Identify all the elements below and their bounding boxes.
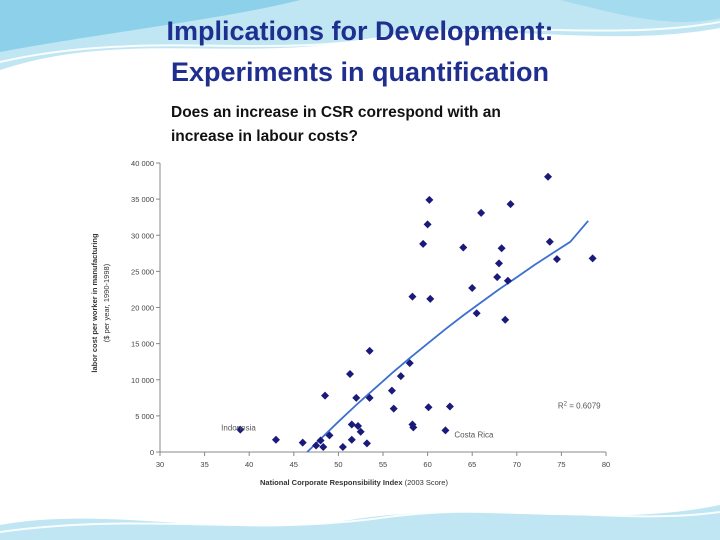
chart-annotations: Indonesia Costa Rica R2 = 0.6079 — [221, 402, 601, 440]
x-axis-title: National Corporate Responsibility Index … — [260, 478, 448, 487]
data-point — [552, 255, 561, 264]
data-point — [319, 442, 328, 451]
x-tick-label: 40 — [245, 460, 253, 469]
x-tick-label: 75 — [557, 460, 565, 469]
data-point — [425, 195, 434, 204]
data-point — [423, 220, 432, 229]
y-axis-title-line-2: ($ per year, 1990-1998) — [102, 263, 111, 342]
r-squared-label: R2 = 0.6079 — [558, 402, 601, 411]
x-tick-label: 30 — [156, 460, 164, 469]
y-tick-label: 30 000 — [131, 231, 154, 240]
data-point — [468, 283, 477, 292]
x-tick-label: 65 — [468, 460, 476, 469]
x-axis-title-rest: (2003 Score) — [403, 478, 449, 487]
r-squared-main: R — [558, 402, 564, 411]
data-point — [544, 172, 553, 181]
y-axis-ticks: 0 5 000 10 000 15 000 20 000 25 000 30 000 35 0… — [131, 159, 160, 457]
data-point — [362, 439, 371, 448]
header-wave-line — [0, 21, 720, 63]
data-point — [352, 393, 361, 402]
data-point — [325, 431, 334, 440]
point-annotation-label: Indonesia — [221, 423, 256, 432]
data-point — [472, 309, 481, 318]
data-point — [316, 436, 325, 445]
scatter-chart: 30 35 40 45 50 55 60 65 70 75 80 0 5 000 10 000 15 00… — [88, 148, 620, 500]
footer-wave-line — [0, 510, 720, 533]
data-point — [365, 346, 374, 355]
r-squared-value: = 0.6079 — [567, 402, 601, 411]
question-text-line-1: Does an increase in CSR correspond with … — [171, 104, 501, 121]
data-point — [365, 393, 374, 402]
data-point — [396, 372, 405, 381]
data-point — [354, 421, 363, 430]
data-point — [588, 254, 597, 263]
data-point — [426, 294, 435, 303]
x-tick-label: 60 — [423, 460, 431, 469]
data-point — [387, 386, 396, 395]
data-points — [236, 172, 597, 451]
x-axis-title-bold: National Corporate Responsibility Index — [260, 478, 403, 487]
data-point — [477, 208, 486, 217]
data-point — [494, 259, 503, 268]
data-point — [271, 435, 280, 444]
r-squared-sup: 2 — [564, 402, 568, 408]
data-point — [408, 292, 417, 301]
x-tick-label: 70 — [513, 460, 521, 469]
y-tick-label: 35 000 — [131, 195, 154, 204]
slide-title-line-2: Experiments in quantification — [170, 57, 550, 87]
y-tick-label: 0 — [150, 448, 154, 457]
trendline — [306, 220, 589, 453]
y-tick-label: 5 000 — [135, 412, 154, 421]
trendline-group — [306, 220, 589, 453]
chart-background — [88, 148, 620, 500]
x-tick-label: 45 — [290, 460, 298, 469]
data-point — [459, 243, 468, 252]
data-point — [347, 420, 356, 429]
y-tick-label: 10 000 — [131, 376, 154, 385]
x-tick-label: 55 — [379, 460, 387, 469]
data-point — [321, 391, 330, 400]
x-tick-label: 50 — [334, 460, 342, 469]
data-point — [445, 402, 454, 411]
data-point — [545, 237, 554, 246]
data-point — [419, 239, 428, 248]
point-annotation-label: Costa Rica — [454, 431, 494, 440]
data-point — [424, 403, 433, 412]
y-tick-label: 15 000 — [131, 340, 154, 349]
data-point — [497, 244, 506, 253]
data-point — [312, 441, 321, 450]
data-point — [356, 427, 365, 436]
header-wave-right — [560, 0, 720, 22]
y-tick-label: 20 000 — [131, 304, 154, 313]
data-point — [493, 273, 502, 282]
slide-title-line-1: Implications for Development: — [166, 16, 554, 46]
data-point — [409, 423, 418, 432]
data-point — [298, 438, 307, 447]
footer-wave-light — [0, 505, 720, 540]
y-axis-title-group: labor cost per worker in manufacturing (… — [90, 233, 111, 373]
x-tick-label: 80 — [602, 460, 610, 469]
y-tick-label: 40 000 — [131, 159, 154, 168]
y-axis-title-line-1: labor cost per worker in manufacturing — [90, 233, 99, 373]
x-tick-label: 35 — [200, 460, 208, 469]
data-point — [338, 442, 347, 451]
data-point — [501, 315, 510, 324]
y-tick-label: 25 000 — [131, 267, 154, 276]
data-point — [236, 425, 245, 434]
data-point — [503, 276, 512, 285]
header-wave-mid — [0, 0, 300, 52]
data-point — [389, 404, 398, 413]
data-point — [441, 426, 450, 435]
data-point — [347, 435, 356, 444]
question-text-line-2: increase in labour costs? — [171, 128, 358, 145]
data-point — [506, 200, 515, 209]
data-point — [345, 369, 354, 378]
data-point — [405, 359, 414, 368]
x-axis-ticks: 30 35 40 45 50 55 60 65 70 75 80 — [156, 452, 610, 469]
